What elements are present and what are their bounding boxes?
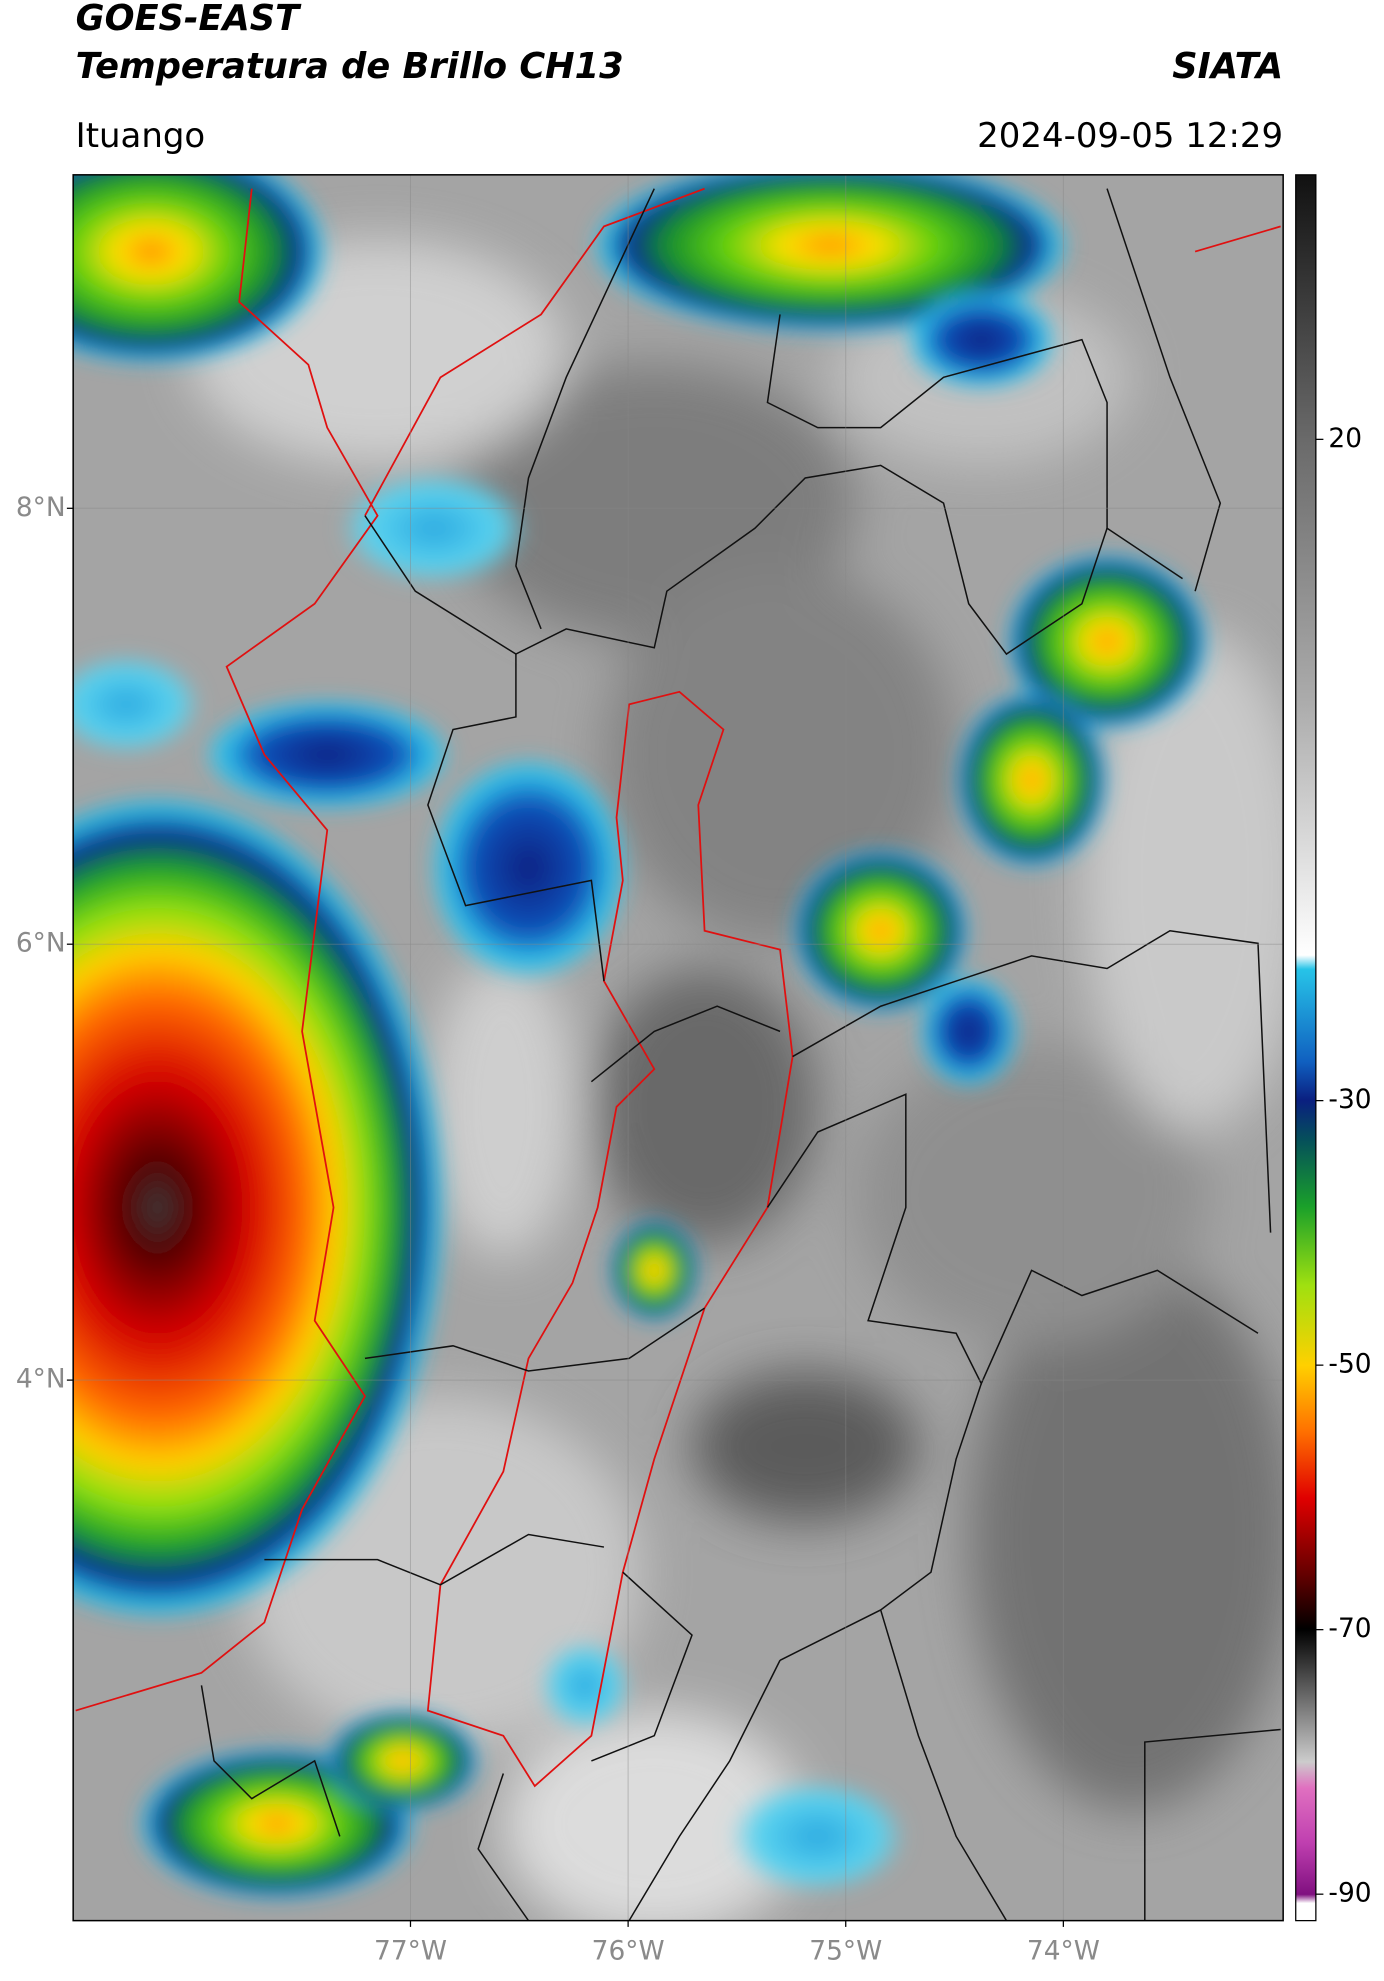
y-tick-label: 4°N xyxy=(16,1364,66,1395)
x-tick-label: 77°W xyxy=(374,1936,447,1967)
colorbar-label: -70 xyxy=(1328,1613,1371,1644)
colorbar-ticks: 20 -30 -50 -70 -90 xyxy=(1315,423,1372,1909)
y-tick-label: 8°N xyxy=(16,492,66,523)
satellite-image xyxy=(73,174,1284,1921)
location: Ituango xyxy=(76,116,206,156)
subtitle: Temperatura de Brillo CH13 xyxy=(76,46,624,87)
datetime: 2024-09-05 12:29 xyxy=(977,116,1283,156)
graticule xyxy=(66,174,1284,1927)
colorbar-label: -50 xyxy=(1328,1349,1371,1380)
colorbar-label: -30 xyxy=(1328,1084,1371,1115)
map-frame xyxy=(72,174,1284,1922)
x-tick-label: 74°W xyxy=(1027,1936,1100,1967)
colorbar-label: 20 xyxy=(1328,423,1362,454)
colorbar xyxy=(1295,174,1317,1922)
x-tick-label: 75°W xyxy=(809,1936,882,1967)
colorbar-label: -90 xyxy=(1328,1878,1371,1909)
y-tick-label: 6°N xyxy=(16,928,66,959)
title: GOES-EAST xyxy=(76,0,302,39)
x-tick-label: 76°W xyxy=(592,1936,665,1967)
source: SIATA xyxy=(1172,46,1283,87)
